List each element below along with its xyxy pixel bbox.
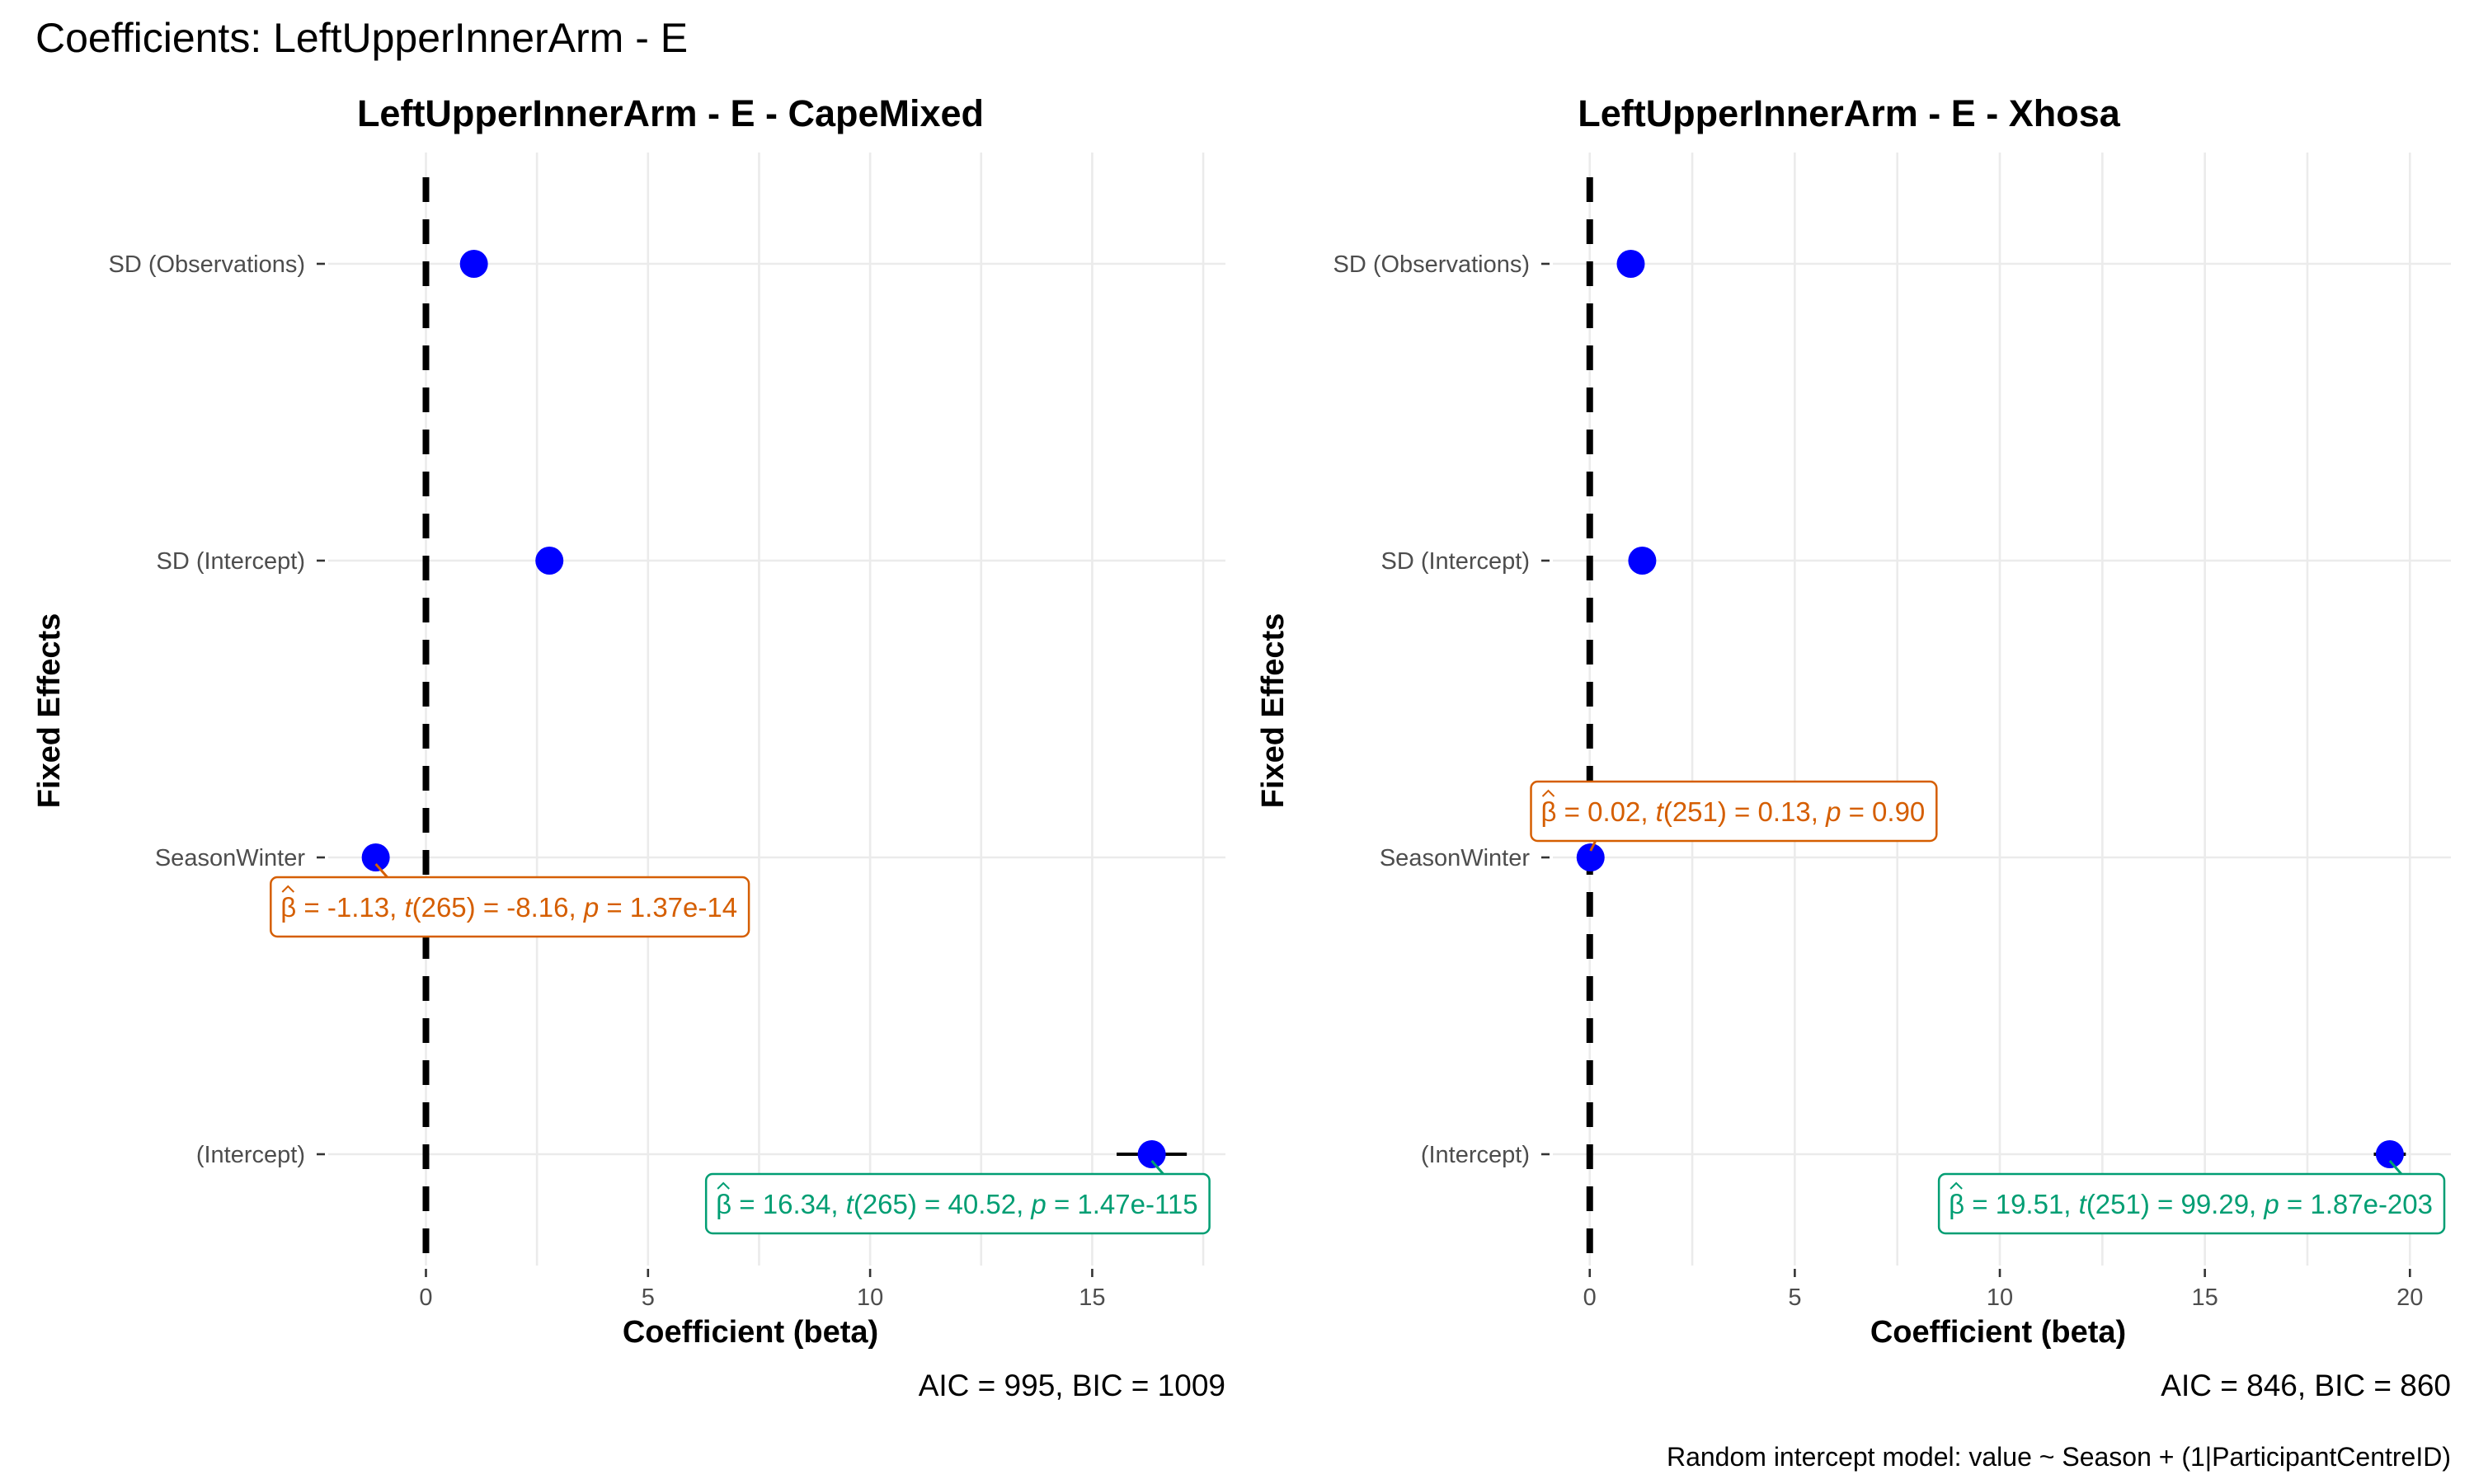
coefficient-label: β = 19.51, t(251) = 99.29, p = 1.87e-203 bbox=[1937, 1160, 2446, 1235]
coefficient-point bbox=[1616, 250, 1645, 278]
panel-xhosa-marks bbox=[1576, 177, 2406, 1266]
coefficient-label-text: β = 19.51, t(251) = 99.29, p = 1.87e-203 bbox=[1949, 1189, 2433, 1219]
coefficient-label: β = 16.34, t(265) = 40.52, p = 1.47e-115 bbox=[704, 1160, 1211, 1235]
beta-hat-glyph bbox=[1950, 1181, 1963, 1190]
figure-footnote: Random intercept model: value ~ Season +… bbox=[1667, 1442, 2451, 1472]
panel-capemixed: LeftUpperInnerArm - E - CapeMixed Fixed … bbox=[32, 92, 1225, 1402]
coefficient-point bbox=[361, 843, 390, 871]
coefficient-point bbox=[1576, 843, 1605, 871]
panel-capemixed-x-ticks: 0 5 10 15 bbox=[419, 1269, 1106, 1311]
panel-capemixed-y-axis-title: Fixed Effects bbox=[32, 613, 67, 809]
x-tick-label: 0 bbox=[419, 1284, 432, 1311]
x-tick-label: 20 bbox=[2396, 1284, 2423, 1311]
x-tick-label: 15 bbox=[1079, 1284, 1105, 1311]
coefficient-label-text: β = 0.02, t(251) = 0.13, p = 0.90 bbox=[1541, 796, 1926, 827]
beta-hat-glyph bbox=[1541, 789, 1555, 797]
panel-capemixed-marks bbox=[361, 177, 1188, 1266]
panel-xhosa-x-ticks: 0 5 10 15 20 bbox=[1583, 1269, 2423, 1311]
panel-capemixed-labels: β = -1.13, t(265) = -8.16, p = 1.37e-14 β… bbox=[270, 863, 1211, 1235]
panel-xhosa-y-axis-title: Fixed Effects bbox=[1256, 613, 1291, 809]
x-tick-label: 0 bbox=[1583, 1284, 1597, 1311]
y-tick-label: SD (Intercept) bbox=[1381, 548, 1531, 575]
panel-capemixed-caption: AIC = 995, BIC = 1009 bbox=[919, 1369, 1225, 1402]
label-leader-line bbox=[374, 863, 388, 878]
coefficient-label-box bbox=[270, 876, 750, 938]
panel-xhosa-y-ticks: (Intercept) SeasonWinter SD (Intercept) SD … bbox=[1333, 251, 1550, 1168]
coefficient-point bbox=[1628, 547, 1657, 575]
y-tick-label: SeasonWinter bbox=[155, 845, 305, 871]
coefficient-point bbox=[1137, 1140, 1166, 1168]
y-tick-label: (Intercept) bbox=[196, 1142, 305, 1168]
x-tick-label: 5 bbox=[642, 1284, 655, 1311]
panel-capemixed-title: LeftUpperInnerArm - E - CapeMixed bbox=[357, 92, 984, 134]
coefficient-point bbox=[459, 250, 488, 278]
panel-xhosa-x-axis-title: Coefficient (beta) bbox=[1870, 1315, 2126, 1350]
panel-xhosa: LeftUpperInnerArm - E - Xhosa Fixed Effe… bbox=[1256, 92, 2451, 1402]
coefficient-label-text: β = -1.13, t(265) = -8.16, p = 1.37e-14 bbox=[280, 892, 737, 923]
panel-xhosa-labels: β = 0.02, t(251) = 0.13, p = 0.90 β = 19.… bbox=[1530, 780, 2446, 1235]
beta-hat-glyph bbox=[281, 885, 295, 893]
panel-xhosa-caption: AIC = 846, BIC = 860 bbox=[2161, 1369, 2451, 1402]
y-tick-label: SeasonWinter bbox=[1380, 845, 1530, 871]
panel-capemixed-grid bbox=[328, 153, 1225, 1266]
x-tick-label: 15 bbox=[2192, 1284, 2218, 1311]
y-tick-label: SD (Observations) bbox=[1333, 251, 1530, 278]
beta-hat-glyph bbox=[717, 1181, 730, 1190]
coefficient-point bbox=[535, 547, 564, 575]
y-tick-label: SD (Observations) bbox=[108, 251, 305, 278]
panel-xhosa-grid bbox=[1553, 153, 2451, 1266]
label-leader-line bbox=[1150, 1160, 1164, 1175]
x-tick-label: 10 bbox=[1987, 1284, 2013, 1311]
coefficient-label-text: β = 16.34, t(265) = 40.52, p = 1.47e-115 bbox=[716, 1189, 1197, 1219]
label-leader-line bbox=[1589, 840, 1597, 852]
x-tick-label: 10 bbox=[857, 1284, 883, 1311]
panel-xhosa-title: LeftUpperInnerArm - E - Xhosa bbox=[1578, 92, 2121, 134]
coefficient-label: β = 0.02, t(251) = 0.13, p = 0.90 bbox=[1530, 780, 1938, 852]
label-leader-line bbox=[2388, 1160, 2403, 1175]
panel-capemixed-x-axis-title: Coefficient (beta) bbox=[623, 1315, 878, 1350]
y-tick-label: SD (Intercept) bbox=[157, 548, 306, 575]
panel-capemixed-y-ticks: (Intercept) SeasonWinter SD (Intercept) SD … bbox=[108, 251, 325, 1168]
figure-title: Coefficients: LeftUpperInnerArm - E bbox=[35, 15, 688, 61]
coefficient-label: β = -1.13, t(265) = -8.16, p = 1.37e-14 bbox=[270, 863, 750, 938]
x-tick-label: 5 bbox=[1788, 1284, 1801, 1311]
y-tick-label: (Intercept) bbox=[1421, 1142, 1530, 1168]
coefficient-label-box bbox=[704, 1172, 1211, 1235]
coefficient-label-box bbox=[1530, 780, 1938, 843]
coefficient-point bbox=[2375, 1140, 2404, 1168]
coefficient-label-box bbox=[1937, 1172, 2446, 1235]
